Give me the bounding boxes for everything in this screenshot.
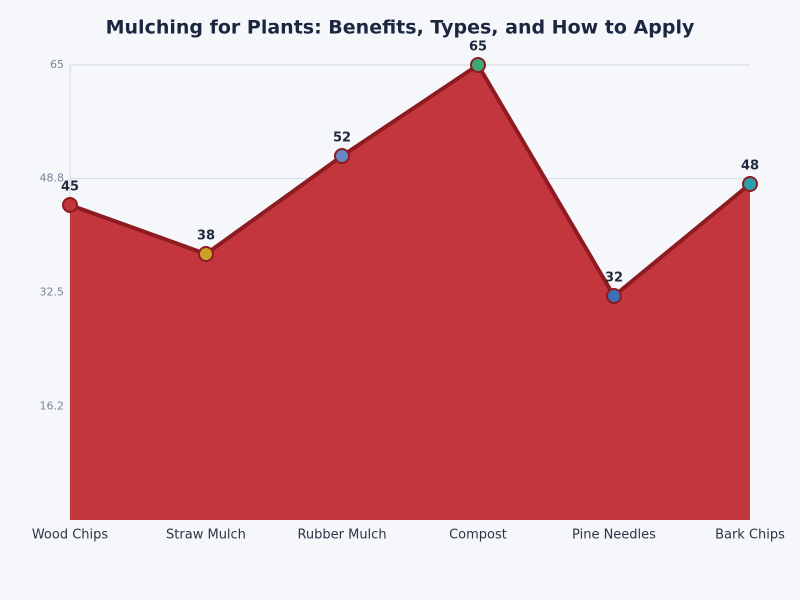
point — [198, 246, 214, 262]
point — [606, 288, 622, 304]
data-label: 48 — [741, 159, 759, 174]
point — [470, 57, 486, 73]
y-tick-label: 48.8 — [40, 171, 65, 184]
x-tick-label: Bark Chips — [715, 528, 785, 543]
y-tick-label: 16.2 — [40, 400, 65, 413]
point — [334, 148, 350, 164]
x-tick-label: Rubber Mulch — [297, 528, 386, 543]
area — [70, 65, 750, 520]
data-label: 45 — [61, 180, 79, 195]
chart-title: Mulching for Plants: Benefits, Types, an… — [106, 17, 695, 39]
point — [742, 176, 758, 192]
data-label: 32 — [605, 271, 623, 286]
y-tick-label: 65 — [50, 58, 64, 71]
point — [62, 197, 78, 213]
x-tick-label: Compost — [449, 528, 507, 543]
x-tick-label: Wood Chips — [32, 528, 109, 543]
data-label: 38 — [197, 229, 215, 244]
x-tick-label: Pine Needles — [572, 528, 656, 543]
data-label: 52 — [333, 131, 351, 146]
line — [69, 63, 752, 298]
x-tick-label: Straw Mulch — [166, 528, 246, 543]
y-tick-label: 32.5 — [40, 286, 65, 299]
data-label: 65 — [469, 40, 487, 55]
